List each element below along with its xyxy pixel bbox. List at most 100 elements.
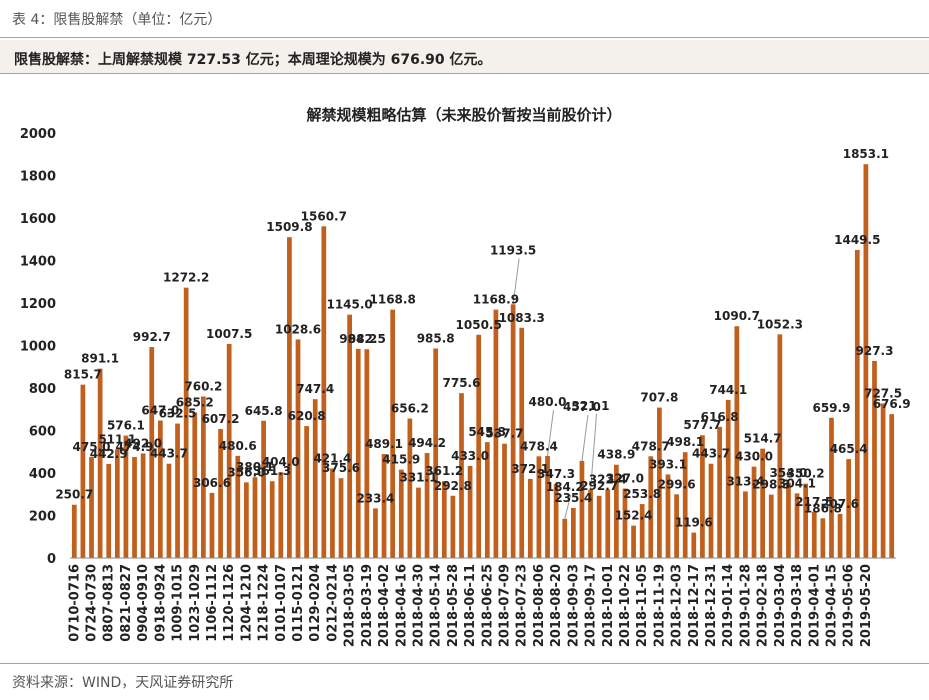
data-label: 620.8	[288, 409, 326, 423]
bar	[725, 399, 731, 558]
data-label: 1509.8	[266, 220, 312, 234]
data-label: 891.1	[81, 352, 119, 366]
data-label: 1052.3	[757, 317, 803, 331]
bar	[708, 463, 714, 558]
bar	[665, 474, 671, 558]
bar	[493, 309, 499, 558]
bar	[364, 349, 370, 558]
data-label: 676.9	[873, 397, 911, 411]
data-label: 480.6	[219, 439, 257, 453]
x-tick-label: 2018-05-14	[429, 564, 444, 647]
bar-series	[71, 164, 895, 559]
bar	[398, 469, 404, 558]
data-label: 292.7	[580, 479, 618, 493]
data-label: 421.4	[313, 451, 351, 465]
x-tick-label: 2018-12-03	[670, 564, 685, 647]
data-label: 927.3	[856, 344, 894, 358]
data-label: 322.4	[589, 472, 627, 486]
bar	[510, 304, 516, 558]
data-label: 645.8	[245, 404, 283, 418]
bar	[467, 465, 473, 558]
data-label: 537.7	[486, 427, 524, 441]
bar	[545, 456, 550, 558]
bar	[811, 511, 817, 558]
x-tick-label: 1204-1210	[239, 564, 254, 642]
bar	[889, 414, 895, 558]
bar	[734, 326, 740, 558]
bar	[519, 327, 525, 558]
bar-chart: 解禁规模粗略估算（未来股价暂按当前股价计） 0 200 400 600 800 1000 1…	[20, 106, 911, 647]
bar	[295, 339, 301, 558]
data-label: 304.1	[778, 476, 816, 490]
bar	[157, 420, 163, 558]
bar	[226, 343, 232, 558]
bar	[304, 426, 309, 558]
data-label: 298.3	[752, 478, 790, 492]
data-label: 478.4	[520, 439, 558, 453]
bar	[794, 493, 800, 558]
bar	[149, 347, 155, 558]
bar	[140, 453, 146, 558]
data-label: 235.4	[554, 491, 592, 505]
bar	[700, 435, 705, 558]
bar	[106, 463, 112, 558]
x-tick-label: 2019-05-06	[842, 564, 857, 647]
bar	[691, 532, 697, 558]
x-tick-label: 2018-11-19	[652, 564, 667, 647]
data-label: 433.0	[451, 449, 489, 463]
bar	[786, 482, 791, 558]
y-tick-label: 0	[47, 552, 56, 567]
bar	[536, 456, 542, 558]
data-label: 375.6	[322, 461, 360, 475]
data-label: 1168.8	[370, 293, 416, 307]
x-tick-label: 2018-04-02	[377, 564, 392, 647]
bar	[863, 164, 869, 558]
bar	[613, 464, 619, 558]
bar	[605, 489, 611, 558]
bar	[166, 463, 172, 558]
bar	[244, 482, 249, 558]
y-tick-label: 800	[29, 382, 56, 397]
x-tick-label: 0821-0827	[119, 564, 134, 642]
data-label: 1272.2	[163, 271, 209, 285]
chart-title: 解禁规模粗略估算（未来股价暂按当前股价计）	[306, 106, 621, 124]
leader-line	[581, 414, 589, 461]
bar	[373, 508, 378, 558]
data-label: 354.0	[769, 466, 807, 480]
bar	[639, 504, 645, 558]
bar	[330, 468, 335, 558]
data-label: 489.1	[365, 437, 403, 451]
bar	[657, 407, 662, 558]
data-label: 511.1	[98, 432, 136, 446]
data-label: 1007.5	[206, 327, 252, 341]
highlight-text: 限售股解禁：上周解禁规模 727.53 亿元；本周理论规模为 676.90 亿元…	[14, 52, 492, 68]
data-label: 321.1	[572, 399, 610, 413]
data-label: 982.5	[348, 332, 386, 346]
bar	[820, 518, 826, 558]
x-tick-label: 0212-0214	[325, 564, 340, 642]
bar	[588, 489, 593, 558]
bar	[114, 449, 120, 558]
data-label: 457.0	[563, 400, 601, 414]
data-label: 616.8	[701, 410, 739, 424]
data-label: 404.0	[262, 455, 300, 469]
bar	[570, 507, 576, 558]
data-label: 186.8	[804, 501, 842, 515]
data-label: 233.4	[356, 491, 394, 505]
bar	[355, 348, 361, 558]
y-tick-label: 1400	[20, 255, 56, 270]
data-label: 380.1	[236, 460, 274, 474]
leader-line	[547, 409, 555, 457]
bar	[837, 513, 843, 558]
x-tick-label: 2019-04-15	[824, 564, 839, 647]
bar	[674, 494, 679, 558]
x-tick-label: 2018-07-09	[498, 564, 513, 647]
leader-line	[590, 413, 598, 490]
bar	[235, 455, 241, 558]
data-label: 494.2	[408, 436, 446, 450]
data-label: 152.4	[615, 509, 653, 523]
x-tick-label: 1009-1015	[171, 564, 186, 642]
bar	[872, 360, 877, 558]
bar	[261, 420, 266, 558]
data-label: 478.7	[632, 439, 670, 453]
